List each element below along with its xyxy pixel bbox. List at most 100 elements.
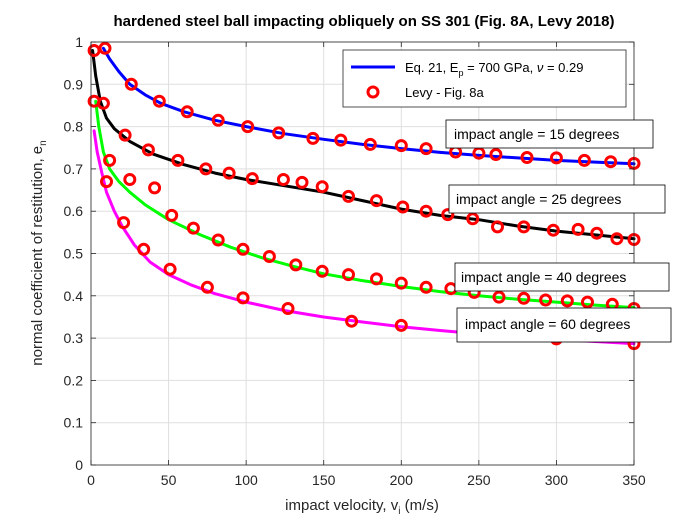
annotation-text: impact angle = 40 degrees	[461, 269, 626, 285]
data-marker	[103, 153, 117, 167]
data-marker	[345, 314, 359, 328]
data-marker	[419, 204, 433, 218]
y-tick-label: 0	[75, 457, 83, 473]
data-marker	[571, 222, 585, 236]
annotation-angle-40: impact angle = 40 degrees	[454, 262, 670, 292]
data-marker	[123, 173, 137, 186]
annotation-box	[456, 307, 672, 343]
data-marker	[604, 155, 618, 169]
data-marker	[163, 262, 177, 276]
data-marker	[560, 294, 574, 308]
data-marker	[171, 153, 185, 167]
data-marker	[306, 131, 320, 145]
x-tick-label: 250	[467, 472, 491, 488]
annotation-angle-15: impact angle = 15 degrees	[445, 119, 654, 149]
data-marker	[141, 143, 155, 157]
legend-marker-swatch	[366, 85, 380, 99]
data-marker	[137, 242, 151, 256]
data-marker	[394, 139, 408, 153]
x-tick-label: 100	[234, 472, 258, 488]
data-marker	[262, 250, 276, 263]
x-tick-label: 50	[161, 472, 177, 488]
data-marker	[539, 293, 553, 307]
y-tick-label: 0.5	[64, 246, 84, 262]
data-marker	[295, 175, 309, 189]
data-marker	[276, 173, 290, 186]
y-tick-label: 1	[75, 34, 83, 50]
data-marker	[370, 194, 383, 208]
data-marker	[222, 166, 236, 180]
data-marker	[236, 242, 250, 256]
y-tick-label: 0.8	[64, 119, 84, 135]
data-marker	[492, 290, 506, 304]
data-marker	[334, 133, 348, 147]
data-marker	[419, 142, 433, 156]
x-tick-label: 0	[87, 472, 95, 488]
y-tick-label: 0.9	[64, 76, 84, 92]
data-marker	[315, 180, 329, 194]
data-marker	[394, 276, 408, 290]
data-marker	[546, 223, 560, 237]
legend: Eq. 21, Ep = 700 GPa, ν = 0.29 Levy - Fi…	[342, 49, 627, 108]
annotation-angle-25: impact angle = 25 degrees	[448, 184, 666, 214]
data-marker	[124, 77, 138, 91]
data-marker	[152, 94, 166, 108]
data-marker	[199, 162, 213, 176]
data-marker	[96, 96, 110, 110]
y-tick-label: 0.1	[64, 415, 84, 431]
data-marker	[370, 272, 383, 286]
data-marker	[245, 172, 259, 186]
legend-box	[342, 49, 627, 108]
data-marker	[489, 148, 503, 161]
data-marker	[342, 189, 355, 203]
data-marker	[180, 105, 194, 119]
data-marker	[281, 302, 295, 315]
annotation-box	[454, 262, 670, 292]
data-marker	[590, 226, 604, 240]
legend-line-label: Eq. 21, Ep = 700 GPa, ν = 0.29	[405, 60, 583, 78]
data-marker	[211, 233, 225, 247]
data-marker	[363, 137, 377, 151]
y-tick-label: 0.7	[64, 161, 84, 177]
data-markers	[87, 41, 641, 351]
data-marker	[272, 126, 286, 140]
annotation-angle-60: impact angle = 60 degrees	[456, 307, 672, 343]
data-marker	[100, 175, 113, 189]
data-marker	[241, 120, 255, 134]
fit-curve	[91, 49, 636, 241]
x-tick-label: 300	[545, 472, 569, 488]
data-marker	[236, 291, 250, 305]
legend-marker-label: Levy - Fig. 8a	[405, 85, 485, 100]
data-marker	[610, 232, 624, 246]
data-marker	[148, 181, 162, 195]
data-marker	[186, 221, 200, 235]
data-marker	[342, 268, 355, 282]
data-marker	[520, 151, 534, 164]
y-axis-label: normal coefficient of restitution, en	[29, 140, 49, 365]
data-marker	[517, 220, 531, 234]
data-marker	[211, 113, 225, 127]
data-marker	[491, 220, 504, 234]
x-tick-label: 200	[390, 472, 414, 488]
data-marker	[200, 280, 214, 294]
data-marker	[289, 258, 303, 272]
y-axis-ticks: 0 0.1 0.2 0.3 0.4 0.5 0.6 0.7 0.8 0.9 1	[64, 34, 634, 473]
y-tick-label: 0.6	[64, 203, 84, 219]
data-marker	[315, 264, 329, 278]
data-marker	[517, 291, 531, 305]
y-tick-label: 0.2	[64, 372, 84, 388]
y-tick-label: 0.3	[64, 330, 84, 346]
annotation-text: impact angle = 15 degrees	[454, 126, 619, 142]
x-axis-label: impact velocity, vi (m/s)	[285, 497, 439, 517]
data-marker	[98, 41, 112, 55]
annotation-box	[448, 184, 666, 214]
data-marker	[419, 280, 433, 294]
data-marker	[581, 295, 594, 309]
data-marker	[577, 153, 591, 167]
data-marker	[117, 216, 131, 230]
data-marker	[394, 318, 408, 332]
annotation-text: impact angle = 25 degrees	[456, 191, 621, 207]
annotation-text: impact angle = 60 degrees	[465, 316, 630, 332]
data-marker	[441, 208, 455, 222]
